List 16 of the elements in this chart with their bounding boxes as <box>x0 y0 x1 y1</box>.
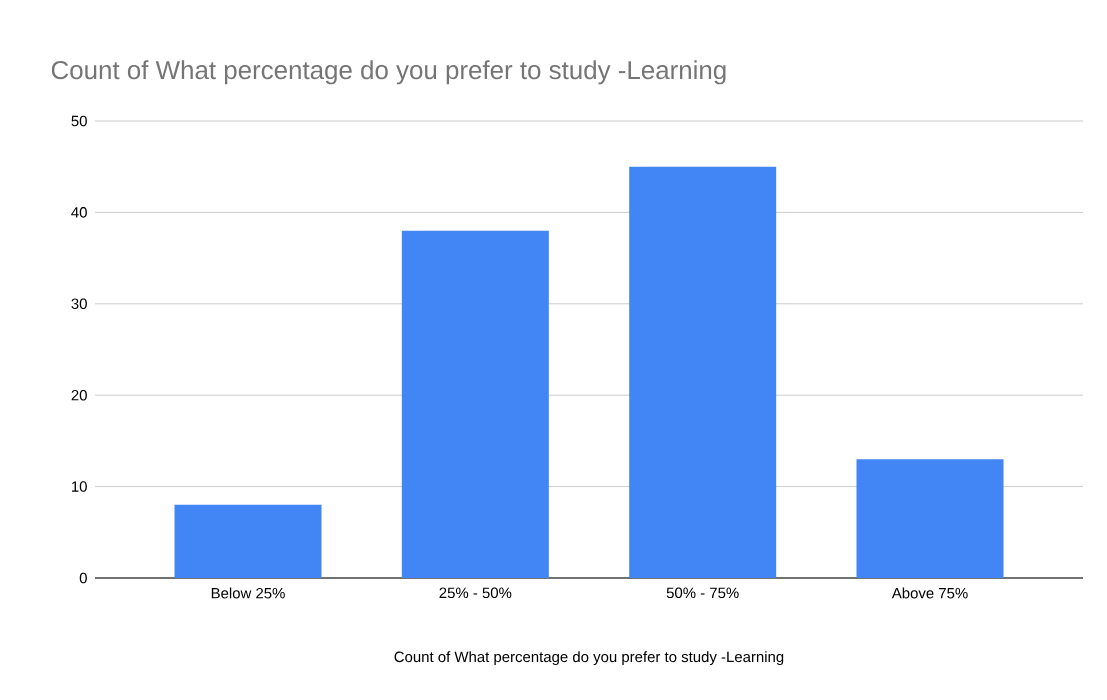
x-tick-label: 25% - 50% <box>439 587 512 599</box>
x-tick-label: 50% - 75% <box>666 587 739 599</box>
y-tick-label: 0 <box>79 572 87 584</box>
bar <box>856 459 1004 578</box>
chart-title: Count of What percentage do you prefer to study -Learning <box>51 60 726 85</box>
bar <box>174 504 322 578</box>
x-tick-label: Above 75% <box>891 587 968 599</box>
y-tick-label: 20 <box>71 389 87 401</box>
bar <box>629 166 777 578</box>
bar <box>401 230 549 578</box>
y-tick-label: 30 <box>71 298 87 310</box>
y-tick-label: 10 <box>72 481 87 492</box>
y-tick-label: 50 <box>71 115 87 127</box>
x-axis-title: Count of What percentage do you prefer to study -Learning <box>394 651 784 666</box>
y-tick-label: 40 <box>71 207 87 218</box>
x-tick-label: Below 25% <box>211 587 285 599</box>
